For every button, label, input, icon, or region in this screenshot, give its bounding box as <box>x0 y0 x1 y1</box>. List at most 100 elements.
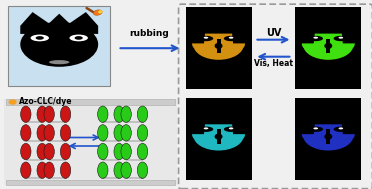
Ellipse shape <box>229 37 233 39</box>
Ellipse shape <box>209 152 228 156</box>
Ellipse shape <box>37 125 47 141</box>
Ellipse shape <box>209 61 228 65</box>
Bar <box>295 7 361 89</box>
Ellipse shape <box>93 10 102 15</box>
Bar <box>8 6 110 86</box>
Ellipse shape <box>31 35 49 41</box>
Ellipse shape <box>60 106 71 122</box>
Text: UV: UV <box>266 28 281 38</box>
Ellipse shape <box>97 143 108 160</box>
Polygon shape <box>303 103 353 124</box>
Ellipse shape <box>37 143 47 160</box>
Ellipse shape <box>334 127 348 132</box>
Polygon shape <box>302 118 315 134</box>
Ellipse shape <box>202 162 235 169</box>
Ellipse shape <box>20 162 31 178</box>
Ellipse shape <box>199 36 213 41</box>
Ellipse shape <box>60 143 71 160</box>
Ellipse shape <box>20 106 31 122</box>
Ellipse shape <box>44 125 54 141</box>
Text: Vis, Heat: Vis, Heat <box>254 59 293 68</box>
Bar <box>326 39 330 53</box>
Polygon shape <box>302 27 315 43</box>
Ellipse shape <box>114 143 124 160</box>
Ellipse shape <box>114 125 124 141</box>
Ellipse shape <box>20 22 98 67</box>
Ellipse shape <box>202 71 235 78</box>
Ellipse shape <box>303 30 353 60</box>
Ellipse shape <box>229 127 233 129</box>
Polygon shape <box>20 12 98 34</box>
Ellipse shape <box>137 106 148 122</box>
Bar <box>295 98 361 180</box>
Ellipse shape <box>341 39 355 50</box>
Ellipse shape <box>44 162 54 178</box>
Text: R-Mode: R-Mode <box>312 99 345 108</box>
Ellipse shape <box>192 39 205 50</box>
Bar <box>6 180 175 185</box>
Bar <box>326 129 330 144</box>
Ellipse shape <box>324 43 332 49</box>
Ellipse shape <box>339 127 343 129</box>
Ellipse shape <box>20 143 31 160</box>
Ellipse shape <box>319 152 337 156</box>
Ellipse shape <box>308 127 323 132</box>
Ellipse shape <box>204 127 208 129</box>
Ellipse shape <box>341 130 355 140</box>
Ellipse shape <box>303 121 353 150</box>
Ellipse shape <box>312 71 345 78</box>
Ellipse shape <box>137 162 148 178</box>
Ellipse shape <box>9 99 17 105</box>
Ellipse shape <box>339 37 343 39</box>
Ellipse shape <box>224 127 238 132</box>
Ellipse shape <box>324 134 332 140</box>
Ellipse shape <box>308 36 323 41</box>
Ellipse shape <box>37 106 47 122</box>
Ellipse shape <box>137 143 148 160</box>
Ellipse shape <box>137 125 148 141</box>
Ellipse shape <box>121 125 131 141</box>
Polygon shape <box>193 103 244 124</box>
Polygon shape <box>192 27 205 43</box>
Ellipse shape <box>215 43 222 49</box>
Ellipse shape <box>70 35 88 41</box>
Ellipse shape <box>302 39 315 50</box>
Ellipse shape <box>75 36 83 40</box>
Ellipse shape <box>114 106 124 122</box>
Ellipse shape <box>215 134 222 140</box>
Polygon shape <box>192 118 205 134</box>
Bar <box>217 39 221 53</box>
Ellipse shape <box>98 10 103 13</box>
Polygon shape <box>232 27 245 43</box>
Ellipse shape <box>319 61 337 65</box>
Ellipse shape <box>121 106 131 122</box>
Ellipse shape <box>49 60 70 64</box>
Text: Azo-CLC/dye: Azo-CLC/dye <box>19 97 73 106</box>
Ellipse shape <box>20 125 31 141</box>
Bar <box>186 98 251 180</box>
Ellipse shape <box>121 162 131 178</box>
Ellipse shape <box>232 130 245 140</box>
Polygon shape <box>232 118 245 134</box>
Polygon shape <box>341 118 355 134</box>
Ellipse shape <box>204 37 208 39</box>
Ellipse shape <box>314 127 318 129</box>
Ellipse shape <box>97 125 108 141</box>
Polygon shape <box>303 12 353 34</box>
Ellipse shape <box>114 162 124 178</box>
Ellipse shape <box>37 162 47 178</box>
Polygon shape <box>341 27 355 43</box>
Ellipse shape <box>193 121 244 150</box>
Ellipse shape <box>232 39 245 50</box>
Ellipse shape <box>36 36 44 40</box>
Bar <box>217 129 221 144</box>
Ellipse shape <box>312 162 345 169</box>
Ellipse shape <box>199 127 213 132</box>
Ellipse shape <box>60 162 71 178</box>
Text: R-Mode: R-Mode <box>202 99 235 108</box>
Ellipse shape <box>121 143 131 160</box>
Bar <box>4 99 177 185</box>
Ellipse shape <box>193 30 244 60</box>
Bar <box>6 99 175 105</box>
Ellipse shape <box>334 36 348 41</box>
